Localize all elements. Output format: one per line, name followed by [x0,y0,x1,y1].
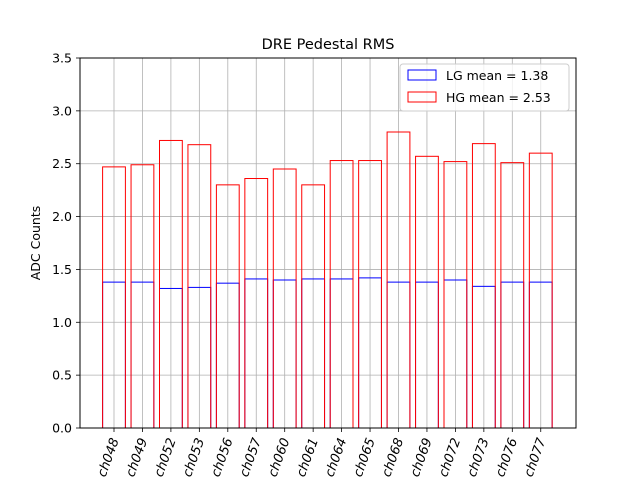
legend: LG mean = 1.38 HG mean = 2.53 [399,63,570,112]
legend-swatch-lg [407,69,437,81]
legend-label-hg: HG mean = 2.53 [446,90,551,105]
y-tick-label: 2.0 [52,209,72,224]
plot-frame [79,57,577,429]
y-tick-label: 3.0 [52,103,72,118]
legend-swatch-hg [407,91,437,103]
chart-title: DRE Pedestal RMS [262,37,395,53]
y-tick-label: 3.5 [52,51,72,66]
y-axis: 0.0 0.5 1.0 1.5 2.0 2.5 3.0 3.5 [52,51,80,436]
y-tick-label: 1.5 [52,262,72,277]
y-axis-label: ADC Counts [28,206,43,281]
legend-box [399,63,570,112]
y-tick-label: 0.5 [52,368,72,383]
y-tick-label: 0.0 [52,421,72,436]
legend-label-lg: LG mean = 1.38 [446,68,548,83]
y-tick-label: 1.0 [52,315,72,330]
y-tick-label: 2.5 [52,156,72,171]
